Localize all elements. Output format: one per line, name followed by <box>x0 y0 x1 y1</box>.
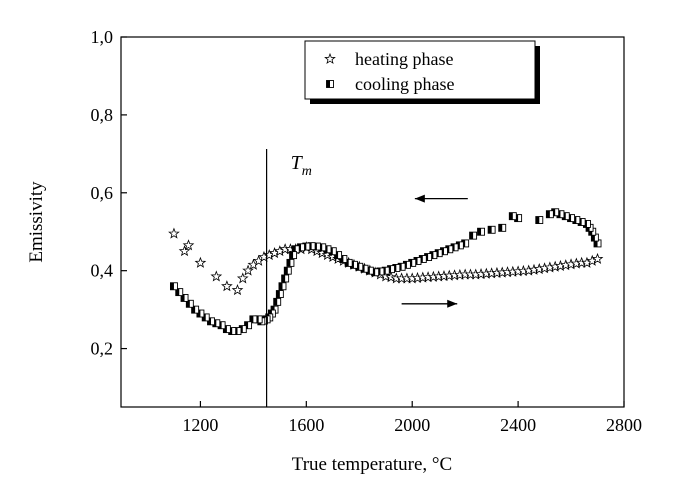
arrow-head <box>447 299 458 308</box>
heating-point <box>178 245 191 257</box>
heating-point <box>210 270 223 282</box>
arrow-head <box>414 194 425 203</box>
cooling-point <box>169 282 178 291</box>
heating-point <box>182 239 195 251</box>
y-axis-title: Emissivity <box>26 181 47 263</box>
legend: heating phase cooling phase <box>304 40 540 104</box>
heating-point <box>591 252 604 264</box>
x-tick-label: 2000 <box>394 415 430 435</box>
cooling-point <box>278 282 287 291</box>
cooling-point <box>469 231 478 240</box>
plot-frame <box>120 36 625 408</box>
cooling-point <box>249 315 258 324</box>
y-tick-label: 0,8 <box>91 105 114 125</box>
heating-point <box>236 272 249 284</box>
cooling-point <box>283 266 292 275</box>
legend-label-cooling: cooling phase <box>355 74 454 94</box>
legend-star <box>324 52 336 64</box>
cooling-point <box>487 225 496 234</box>
x-tick-label: 2800 <box>606 415 642 435</box>
y-tick-label: 0,2 <box>91 339 114 359</box>
cooling-point <box>508 212 517 221</box>
cooling-point <box>180 293 189 302</box>
heating-point <box>242 264 254 276</box>
legend-marker-heating <box>324 52 336 64</box>
x-tick-label: 1200 <box>182 415 218 435</box>
cooling-point <box>175 288 184 297</box>
legend-marker-cooling <box>326 80 334 88</box>
heating-point <box>194 256 207 268</box>
cooling-point <box>477 227 485 236</box>
cooling-point <box>545 210 554 219</box>
heating-point <box>231 284 244 296</box>
cooling-series <box>169 208 602 336</box>
cooling-point <box>535 216 544 225</box>
y-tick-label: 0,4 <box>91 261 114 281</box>
heating-series <box>168 227 604 296</box>
heating-point <box>221 280 233 292</box>
y-axis-ticks: 0,2 0,4 0,6 0,8 1,0 <box>91 27 127 359</box>
x-tick-label: 1600 <box>288 415 324 435</box>
heating-point <box>168 227 180 239</box>
cooling-point <box>185 299 194 308</box>
cooling-point <box>273 297 282 306</box>
tm-label: Tm <box>291 152 312 179</box>
x-axis-ticks: 1200 1600 2000 2400 2800 <box>182 401 642 435</box>
cooling-point <box>286 258 295 267</box>
y-tick-label: 0,6 <box>91 183 114 203</box>
legend-square <box>326 80 334 88</box>
cooling-point <box>498 223 507 232</box>
legend-box <box>304 40 536 100</box>
x-axis-title: True temperature, °C <box>292 454 452 475</box>
legend-label-heating: heating phase <box>355 49 453 69</box>
y-tick-label: 1,0 <box>91 27 114 47</box>
cooling-point <box>191 305 200 314</box>
x-tick-label: 2400 <box>500 415 536 435</box>
cooling-point <box>281 274 290 283</box>
cooling-point <box>289 251 298 260</box>
cooling-point <box>275 290 284 299</box>
direction-arrows <box>401 194 468 308</box>
